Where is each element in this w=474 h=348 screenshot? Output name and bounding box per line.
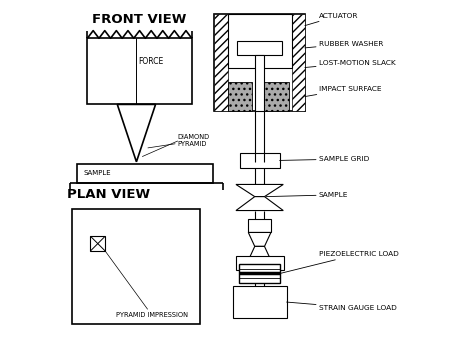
Bar [233,286,287,318]
Bar [72,209,201,324]
Text: SAMPLE: SAMPLE [266,192,348,198]
Bar [248,219,271,232]
Text: FRONT VIEW: FRONT VIEW [92,13,187,26]
Text: RUBBER WASHER: RUBBER WASHER [305,40,383,48]
Bar [239,264,281,283]
Bar [214,14,228,111]
Bar [264,82,289,111]
Text: FORCE: FORCE [138,57,164,66]
Text: PYRAMID IMPRESSION: PYRAMID IMPRESSION [105,251,188,318]
Text: PIEZOELECTRIC LOAD: PIEZOELECTRIC LOAD [281,251,399,274]
Bar [236,256,283,270]
Text: IMPACT SURFACE: IMPACT SURFACE [305,86,381,96]
Polygon shape [236,197,283,211]
Bar [228,14,292,68]
Bar [237,41,282,55]
Bar [77,164,213,183]
Text: SAMPLE: SAMPLE [84,170,111,176]
Polygon shape [117,104,155,162]
Text: PLAN VIEW: PLAN VIEW [67,188,150,201]
Bar [240,153,280,168]
Bar [292,14,305,111]
Bar [214,14,305,111]
Bar [228,82,252,111]
Text: STRAIN GAUGE LOAD: STRAIN GAUGE LOAD [287,302,397,311]
Text: ACTUATOR: ACTUATOR [305,13,358,26]
Bar [255,55,264,111]
Bar [91,236,105,251]
Text: LOST-MOTION SLACK: LOST-MOTION SLACK [305,60,395,68]
Bar [87,38,192,104]
Text: DIAMOND
PYRAMID: DIAMOND PYRAMID [148,134,210,148]
Polygon shape [236,184,283,197]
Text: SAMPLE GRID: SAMPLE GRID [280,156,369,162]
Polygon shape [248,246,271,260]
Polygon shape [248,232,271,246]
